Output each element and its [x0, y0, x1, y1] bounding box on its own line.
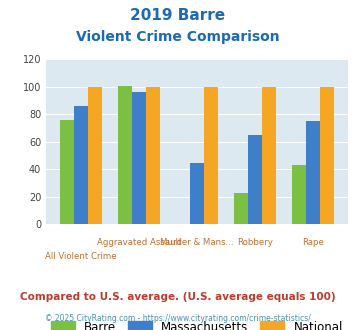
Bar	[248, 135, 262, 224]
Text: All Violent Crime: All Violent Crime	[45, 252, 116, 261]
Bar	[88, 87, 102, 224]
Bar	[320, 87, 334, 224]
Text: Rape: Rape	[302, 238, 324, 247]
Bar	[118, 85, 132, 224]
Text: 2019 Barre: 2019 Barre	[130, 8, 225, 23]
Bar	[262, 87, 276, 224]
Text: © 2025 CityRating.com - https://www.cityrating.com/crime-statistics/: © 2025 CityRating.com - https://www.city…	[45, 314, 310, 323]
Text: Murder & Mans...: Murder & Mans...	[160, 238, 234, 247]
Bar	[60, 120, 74, 224]
Bar	[234, 193, 248, 224]
Text: Violent Crime Comparison: Violent Crime Comparison	[76, 30, 279, 44]
Text: Robbery: Robbery	[237, 238, 273, 247]
Bar	[74, 106, 88, 224]
Bar	[306, 121, 320, 224]
Bar	[132, 92, 146, 224]
Text: Aggravated Assault: Aggravated Assault	[97, 238, 181, 247]
Bar	[204, 87, 218, 224]
Text: Compared to U.S. average. (U.S. average equals 100): Compared to U.S. average. (U.S. average …	[20, 292, 335, 302]
Legend: Barre, Massachusetts, National: Barre, Massachusetts, National	[47, 316, 348, 330]
Bar	[190, 162, 204, 224]
Bar	[292, 165, 306, 224]
Bar	[146, 87, 160, 224]
